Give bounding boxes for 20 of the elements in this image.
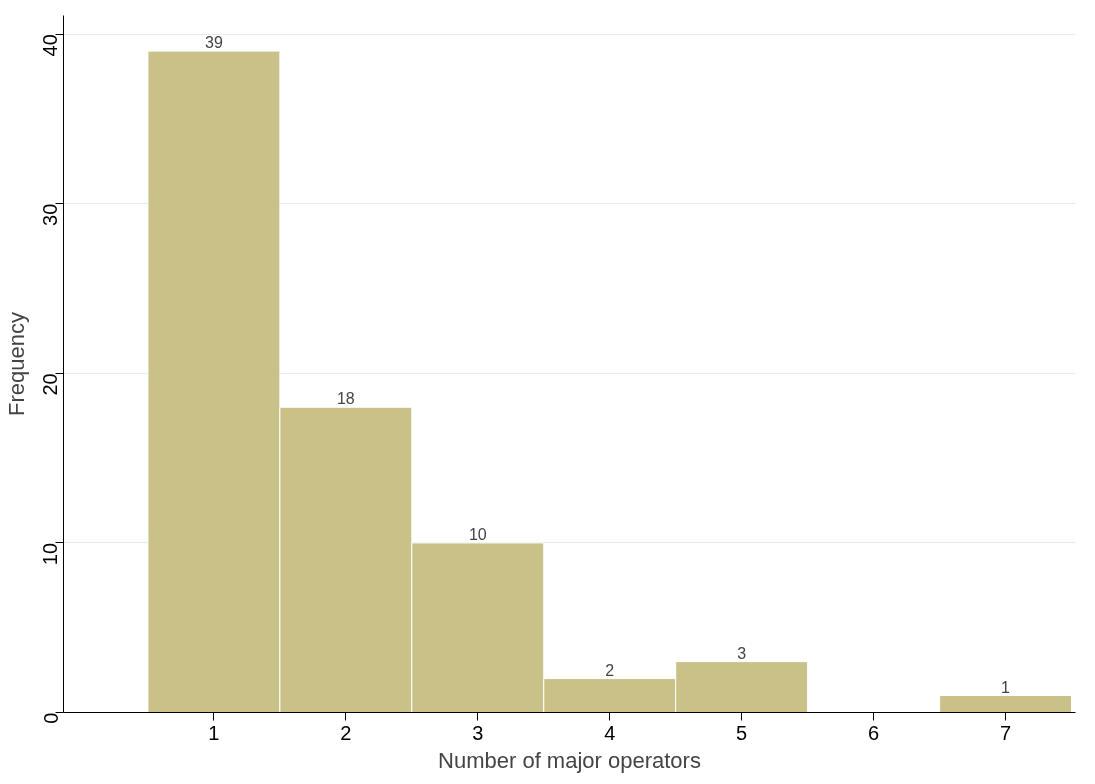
x-tick-label: 7 [1000, 721, 1012, 744]
y-tick-label: 10 [39, 542, 62, 566]
y-tick-label: 0 [39, 712, 62, 724]
data-label: 39 [205, 34, 223, 52]
data-label: 10 [468, 525, 487, 543]
x-axis-title: Number of major operators [438, 747, 701, 773]
x-tick-label: 1 [208, 721, 220, 744]
x-tick-label: 6 [868, 721, 880, 744]
y-axis-title: Frequency [3, 312, 29, 416]
x-tick-label: 5 [736, 721, 748, 744]
x-tick-label: 2 [340, 721, 352, 744]
y-tick-label: 20 [39, 373, 62, 396]
data-label: 2 [605, 661, 615, 679]
y-tick-label: 40 [39, 34, 62, 57]
y-tick-label: 30 [39, 203, 62, 226]
x-tick-label: 4 [604, 721, 616, 744]
data-label: 1 [1001, 678, 1011, 696]
x-tick-label: 3 [472, 721, 484, 744]
data-label: 3 [737, 644, 747, 662]
data-label: 18 [336, 390, 355, 408]
